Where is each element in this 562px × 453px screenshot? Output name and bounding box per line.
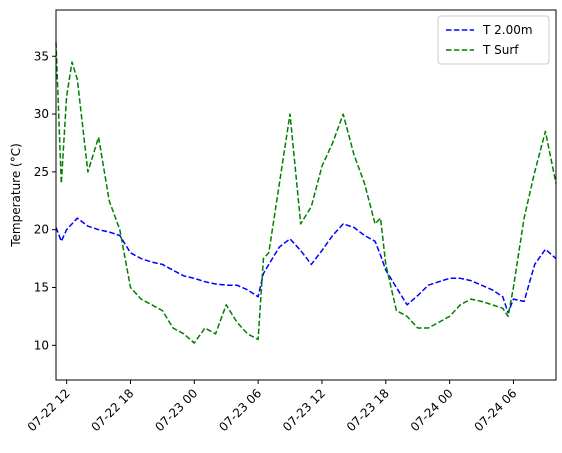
y-axis-label: Temperature (°C) xyxy=(9,143,23,248)
y-axis: 10 15 20 25 30 35 xyxy=(34,49,56,352)
y-tick-label: 15 xyxy=(34,281,49,295)
series-line-t-2m xyxy=(55,217,557,314)
plot-area xyxy=(55,9,557,381)
series-layer xyxy=(55,42,557,344)
plot-frame xyxy=(55,9,557,381)
legend-label-t-2m: T 2.00m xyxy=(482,23,533,37)
y-tick-label: 20 xyxy=(34,223,49,237)
y-tick-label: 30 xyxy=(34,107,49,121)
series-line-t-surf xyxy=(55,42,557,344)
y-tick-label: 35 xyxy=(34,49,49,63)
legend-label-t-surf: T Surf xyxy=(482,43,519,57)
y-tick-label: 10 xyxy=(34,338,49,352)
legend: T 2.00m T Surf xyxy=(437,15,550,65)
y-tick-label: 25 xyxy=(34,165,49,179)
legend-box xyxy=(437,15,550,65)
